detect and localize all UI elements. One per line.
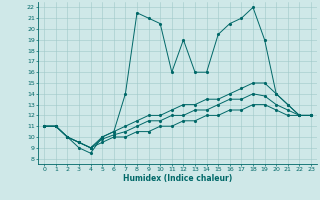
- X-axis label: Humidex (Indice chaleur): Humidex (Indice chaleur): [123, 174, 232, 183]
